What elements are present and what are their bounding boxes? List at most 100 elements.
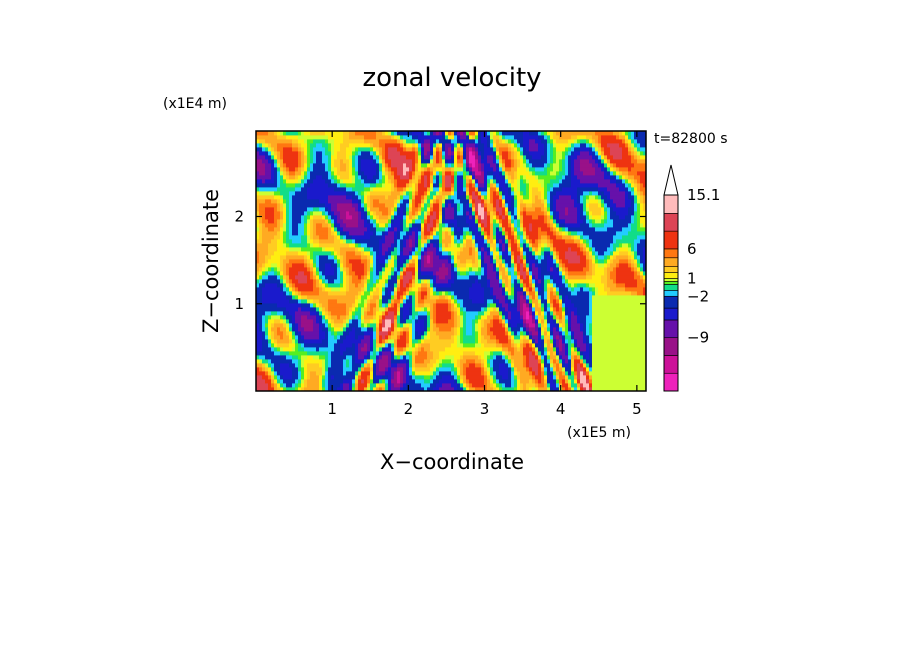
field-cell [328,195,332,200]
field-cell [310,295,314,300]
field-cell [298,171,302,176]
field-cell [376,271,380,276]
field-cell [481,375,485,380]
field-cell [433,383,437,388]
field-cell [481,331,485,336]
field-cell [370,255,374,260]
field-cell [256,203,260,208]
field-cell [262,291,266,296]
field-cell [454,215,458,220]
field-cell [385,291,389,296]
field-cell [388,223,392,228]
field-cell [418,227,422,232]
field-cell [292,179,296,184]
field-cell [418,179,422,184]
field-cell [397,159,401,164]
field-cell [274,287,278,292]
field-cell [397,199,401,204]
field-cell [442,267,446,272]
field-cell [256,167,260,172]
field-cell [436,335,440,340]
field-cell [262,155,266,160]
field-cell [301,207,305,212]
field-cell [469,291,473,296]
field-cell [367,267,371,272]
field-cell [322,155,326,160]
field-cell [472,347,476,352]
field-cell [259,195,263,200]
field-cell [319,275,323,280]
field-cell [373,327,377,332]
field-cell [277,279,281,284]
field-cell [409,171,413,176]
field-cell [349,171,353,176]
field-cell [475,259,479,264]
field-cell [481,351,485,356]
field-cell [481,195,485,200]
field-cell [271,163,275,168]
field-cell [313,239,317,244]
field-cell [427,219,431,224]
field-cell [268,343,272,348]
field-cell [322,315,326,320]
field-cell [292,243,296,248]
field-cell [277,287,281,292]
field-cell [376,299,380,304]
field-cell [262,315,266,320]
field-cell [406,167,410,172]
field-cell [352,171,356,176]
field-cell [337,271,341,276]
field-cell [301,247,305,252]
field-cell [430,351,434,356]
field-cell [352,151,356,156]
field-cell [481,303,485,308]
field-cell [421,139,425,144]
field-cell [448,383,452,388]
field-cell [367,203,371,208]
field-cell [346,247,350,252]
field-cell [259,315,263,320]
field-cell [352,327,356,332]
field-cell [352,351,356,356]
field-cell [358,163,362,168]
field-cell [385,351,389,356]
field-cell [415,343,419,348]
field-cell [355,199,359,204]
field-cell [427,303,431,308]
field-cell [343,291,347,296]
field-cell [430,271,434,276]
field-cell [451,307,455,312]
field-cell [466,279,470,284]
field-cell [343,247,347,252]
field-cell [445,243,449,248]
field-cell [424,195,428,200]
field-cell [379,195,383,200]
field-cell [442,235,446,240]
field-cell [478,291,482,296]
field-cell [391,203,395,208]
field-cell [301,263,305,268]
field-cell [457,347,461,352]
field-cell [292,219,296,224]
field-cell [328,235,332,240]
field-cell [481,179,485,184]
field-cell [265,187,269,192]
field-cell [400,227,404,232]
field-cell [259,335,263,340]
time-label: t=82800 s [654,131,728,147]
field-cell [367,263,371,268]
field-cell [448,243,452,248]
field-cell [370,291,374,296]
field-cell [295,163,299,168]
field-cell [322,347,326,352]
field-cell [484,243,488,248]
field-cell [475,303,479,308]
field-cell [346,143,350,148]
field-cell [439,251,443,256]
field-cell [385,259,389,264]
field-cell [430,379,434,384]
field-cell [472,159,476,164]
field-cell [328,147,332,152]
field-cell [379,343,383,348]
field-cell [382,135,386,140]
